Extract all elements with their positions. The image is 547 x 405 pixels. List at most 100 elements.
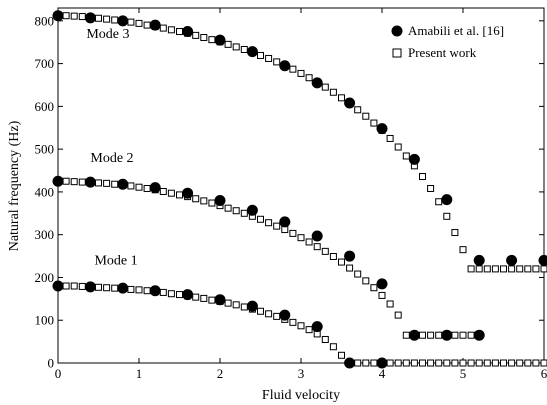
present-work-series bbox=[54, 12, 547, 367]
present-work-point bbox=[273, 222, 281, 230]
x-tick-label: 0 bbox=[55, 366, 62, 381]
y-tick-label: 500 bbox=[35, 142, 55, 157]
present-work-point bbox=[240, 303, 248, 311]
present-work-point bbox=[265, 219, 273, 227]
present-work-point bbox=[483, 265, 491, 273]
amabili-point bbox=[473, 254, 485, 266]
present-work-point bbox=[524, 265, 532, 273]
present-work-point bbox=[362, 359, 370, 367]
x-tick-label: 6 bbox=[541, 366, 547, 381]
present-work-point bbox=[208, 36, 216, 44]
present-work-point bbox=[524, 359, 532, 367]
present-work-point bbox=[362, 277, 370, 285]
mode-label: Mode 1 bbox=[94, 254, 137, 269]
present-work-point bbox=[459, 331, 467, 339]
amabili-point bbox=[246, 46, 258, 58]
amabili-point bbox=[279, 60, 291, 72]
present-work-point bbox=[78, 282, 86, 290]
amabili-point bbox=[214, 194, 226, 206]
amabili-point bbox=[279, 216, 291, 228]
present-work-point bbox=[435, 198, 443, 206]
present-work-point bbox=[370, 119, 378, 127]
present-work-point bbox=[167, 290, 175, 298]
present-work-point bbox=[159, 187, 167, 195]
amabili-point bbox=[214, 34, 226, 46]
present-work-point bbox=[354, 359, 362, 367]
present-work-point bbox=[176, 191, 183, 199]
y-tick-label: 400 bbox=[35, 184, 55, 199]
present-work-point bbox=[313, 243, 321, 251]
present-work-point bbox=[224, 40, 232, 48]
y-axis-label: Natural frequency (Hz) bbox=[7, 120, 22, 251]
present-work-point bbox=[370, 359, 378, 367]
amabili-point bbox=[344, 250, 356, 262]
y-tick-label: 600 bbox=[35, 99, 55, 114]
present-work-point bbox=[297, 234, 305, 242]
present-work-point bbox=[297, 322, 305, 330]
present-work-point bbox=[402, 359, 410, 367]
present-work-point bbox=[62, 282, 70, 290]
present-work-point bbox=[176, 28, 183, 36]
present-work-point bbox=[135, 19, 143, 27]
present-work-point bbox=[329, 343, 337, 351]
x-tick-label: 5 bbox=[460, 366, 467, 381]
amabili-point bbox=[117, 15, 129, 27]
present-work-point bbox=[176, 291, 183, 299]
present-work-point bbox=[159, 288, 167, 296]
present-work-point bbox=[338, 94, 345, 102]
present-work-point bbox=[257, 307, 264, 315]
amabili-point bbox=[344, 97, 356, 109]
amabili-point bbox=[182, 187, 194, 199]
amabili-series bbox=[52, 10, 547, 369]
present-work-point bbox=[192, 293, 200, 301]
present-work-point bbox=[167, 189, 175, 197]
present-work-point bbox=[491, 265, 499, 273]
present-work-point bbox=[78, 13, 86, 21]
y-tick-label: 100 bbox=[35, 313, 55, 328]
legend-label-present-work: Present work bbox=[408, 45, 477, 60]
amabili-point bbox=[182, 289, 194, 301]
present-work-point bbox=[508, 265, 516, 273]
present-work-point bbox=[419, 173, 426, 181]
present-work-point bbox=[273, 312, 281, 320]
present-work-point bbox=[289, 229, 297, 237]
present-work-point bbox=[232, 43, 240, 51]
present-work-point bbox=[257, 51, 264, 59]
present-work-point bbox=[289, 318, 297, 326]
x-tick-label: 4 bbox=[379, 366, 386, 381]
present-work-point bbox=[532, 265, 540, 273]
present-work-point bbox=[95, 283, 102, 291]
present-work-point bbox=[111, 180, 119, 188]
amabili-point bbox=[473, 329, 485, 341]
present-work-point bbox=[338, 258, 345, 266]
amabili-point bbox=[149, 19, 161, 31]
present-work-point bbox=[159, 24, 167, 32]
amabili-point bbox=[214, 294, 226, 306]
present-work-point bbox=[508, 359, 516, 367]
amabili-point bbox=[246, 300, 258, 312]
present-work-point bbox=[402, 331, 410, 339]
present-work-point bbox=[483, 359, 491, 367]
present-work-point bbox=[103, 15, 111, 23]
mode-label: Mode 2 bbox=[90, 151, 133, 166]
present-work-point bbox=[419, 331, 426, 339]
present-work-point bbox=[394, 359, 402, 367]
present-work-point bbox=[78, 178, 86, 186]
amabili-point bbox=[311, 77, 323, 89]
amabili-point bbox=[117, 178, 129, 190]
present-work-point bbox=[297, 69, 305, 77]
x-axis-label: Fluid velocity bbox=[262, 388, 340, 403]
present-work-point bbox=[451, 229, 459, 237]
present-work-point bbox=[70, 178, 78, 186]
present-work-point bbox=[135, 183, 143, 191]
present-work-point bbox=[467, 331, 475, 339]
present-work-point bbox=[95, 179, 102, 187]
present-work-point bbox=[224, 299, 232, 307]
present-work-point bbox=[354, 106, 362, 114]
present-work-point bbox=[370, 284, 378, 292]
present-work-point bbox=[305, 326, 313, 334]
present-work-point bbox=[435, 359, 443, 367]
present-work-point bbox=[362, 112, 370, 120]
amabili-point bbox=[84, 176, 96, 188]
